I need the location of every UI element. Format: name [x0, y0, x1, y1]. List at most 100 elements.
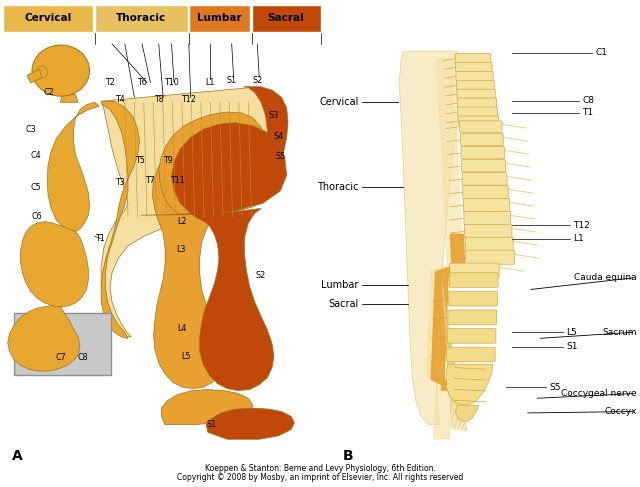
Text: S2: S2	[256, 271, 266, 280]
Text: Cauda equina: Cauda equina	[574, 273, 637, 282]
Polygon shape	[27, 69, 42, 83]
FancyBboxPatch shape	[466, 250, 515, 264]
Bar	[3, 5, 93, 32]
FancyBboxPatch shape	[464, 211, 511, 225]
Polygon shape	[60, 94, 78, 102]
Polygon shape	[161, 390, 253, 425]
Text: L2: L2	[178, 217, 187, 226]
FancyBboxPatch shape	[450, 263, 499, 278]
Polygon shape	[456, 405, 479, 421]
Text: S5: S5	[275, 152, 285, 161]
Ellipse shape	[32, 45, 90, 96]
Ellipse shape	[36, 66, 47, 78]
FancyBboxPatch shape	[455, 54, 491, 63]
FancyBboxPatch shape	[462, 172, 507, 185]
Bar	[95, 5, 188, 32]
Polygon shape	[20, 222, 88, 307]
Text: C4: C4	[31, 151, 42, 160]
FancyBboxPatch shape	[461, 160, 506, 172]
Text: T1: T1	[95, 234, 104, 243]
FancyBboxPatch shape	[456, 80, 494, 90]
Text: L4: L4	[178, 324, 187, 333]
Polygon shape	[8, 306, 80, 371]
Polygon shape	[206, 408, 294, 439]
Text: S1: S1	[227, 76, 237, 85]
Text: Sacrum: Sacrum	[602, 328, 637, 337]
Text: L3: L3	[176, 245, 185, 254]
FancyBboxPatch shape	[457, 89, 495, 99]
Text: C3: C3	[26, 125, 36, 133]
Polygon shape	[47, 102, 99, 231]
Text: C8: C8	[582, 96, 595, 105]
Text: S1: S1	[206, 420, 216, 429]
Text: T4: T4	[115, 95, 125, 104]
Text: S4: S4	[273, 132, 284, 141]
Text: T6: T6	[137, 78, 147, 87]
Text: Sacral: Sacral	[268, 13, 305, 23]
Text: T3: T3	[115, 178, 125, 187]
Text: C7: C7	[56, 354, 66, 362]
FancyBboxPatch shape	[463, 198, 509, 211]
Text: C8: C8	[78, 354, 88, 362]
Text: T2: T2	[105, 78, 115, 87]
Text: A: A	[12, 449, 22, 463]
Text: S3: S3	[269, 112, 279, 120]
Polygon shape	[446, 364, 493, 405]
Text: T7: T7	[145, 176, 156, 185]
Text: T9: T9	[163, 156, 173, 165]
Polygon shape	[211, 87, 288, 215]
FancyBboxPatch shape	[449, 273, 498, 287]
FancyBboxPatch shape	[460, 134, 503, 146]
Text: T5: T5	[134, 156, 145, 165]
FancyBboxPatch shape	[458, 98, 497, 108]
Text: Cervical: Cervical	[24, 13, 72, 23]
Text: T8: T8	[154, 95, 164, 104]
Text: C2: C2	[44, 88, 54, 97]
Bar	[189, 5, 250, 32]
FancyBboxPatch shape	[465, 237, 513, 251]
Text: Coccyx: Coccyx	[604, 407, 637, 416]
Bar	[252, 5, 321, 32]
Polygon shape	[159, 112, 269, 214]
FancyBboxPatch shape	[447, 347, 495, 362]
FancyBboxPatch shape	[456, 72, 493, 81]
Text: T10: T10	[164, 78, 179, 87]
Text: Koeppen & Stanton: Berne and Levy Physiology, 6th Edition.: Koeppen & Stanton: Berne and Levy Physio…	[205, 465, 435, 473]
Polygon shape	[101, 101, 140, 338]
Text: Lumbar: Lumbar	[321, 280, 358, 290]
FancyBboxPatch shape	[461, 147, 504, 159]
Bar	[14, 313, 111, 375]
Text: Lumbar: Lumbar	[197, 13, 241, 23]
Text: Thoracic: Thoracic	[116, 13, 166, 23]
FancyBboxPatch shape	[465, 225, 512, 238]
Text: Coccygeal nerve: Coccygeal nerve	[561, 389, 637, 398]
Text: T11: T11	[170, 176, 186, 185]
FancyBboxPatch shape	[460, 121, 502, 132]
Polygon shape	[141, 146, 243, 389]
Text: C5: C5	[31, 183, 42, 192]
FancyBboxPatch shape	[458, 107, 497, 117]
Text: L5: L5	[181, 352, 190, 361]
Text: S5: S5	[549, 383, 561, 392]
FancyBboxPatch shape	[458, 116, 499, 126]
FancyBboxPatch shape	[456, 62, 492, 72]
FancyBboxPatch shape	[447, 329, 496, 343]
Text: S2: S2	[252, 76, 262, 85]
Text: T12: T12	[573, 221, 589, 230]
Text: B: B	[342, 449, 353, 463]
Text: L1: L1	[573, 234, 584, 243]
Text: L5: L5	[566, 328, 577, 337]
Text: Thoracic: Thoracic	[317, 183, 358, 192]
Text: Copyright © 2008 by Mosby, an imprint of Elsevier, Inc. All rights reserved: Copyright © 2008 by Mosby, an imprint of…	[177, 473, 463, 482]
FancyBboxPatch shape	[463, 186, 508, 198]
Text: T1: T1	[582, 109, 593, 117]
Text: T12: T12	[181, 95, 196, 104]
Text: Sacral: Sacral	[328, 300, 358, 309]
Polygon shape	[172, 123, 287, 391]
FancyBboxPatch shape	[449, 291, 497, 306]
Polygon shape	[399, 51, 462, 425]
Text: Cervical: Cervical	[319, 97, 358, 107]
Polygon shape	[101, 88, 285, 337]
Text: C6: C6	[32, 212, 43, 221]
Text: L1: L1	[205, 78, 214, 87]
